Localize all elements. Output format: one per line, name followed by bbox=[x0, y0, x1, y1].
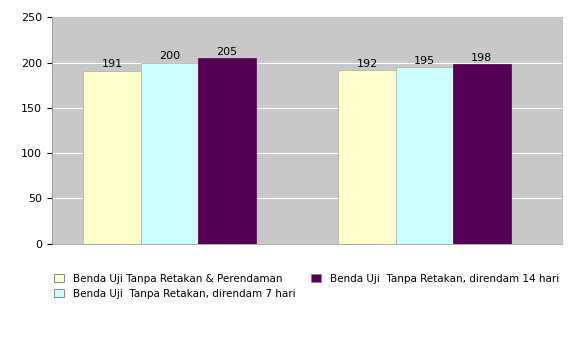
Legend: Benda Uji Tanpa Retakan & Perendaman, Benda Uji  Tanpa Retakan, direndam 7 hari,: Benda Uji Tanpa Retakan & Perendaman, Be… bbox=[52, 271, 561, 301]
Text: 191: 191 bbox=[101, 60, 123, 70]
Bar bbox=[198, 58, 256, 244]
Text: 205: 205 bbox=[217, 47, 237, 57]
Bar bbox=[141, 63, 198, 244]
Bar bbox=[84, 71, 141, 244]
Bar bbox=[339, 70, 396, 244]
Bar bbox=[396, 67, 453, 244]
Text: 198: 198 bbox=[471, 53, 492, 63]
Text: 195: 195 bbox=[414, 56, 435, 66]
Text: 200: 200 bbox=[159, 51, 180, 61]
Text: 192: 192 bbox=[356, 58, 378, 69]
Bar bbox=[453, 64, 511, 244]
